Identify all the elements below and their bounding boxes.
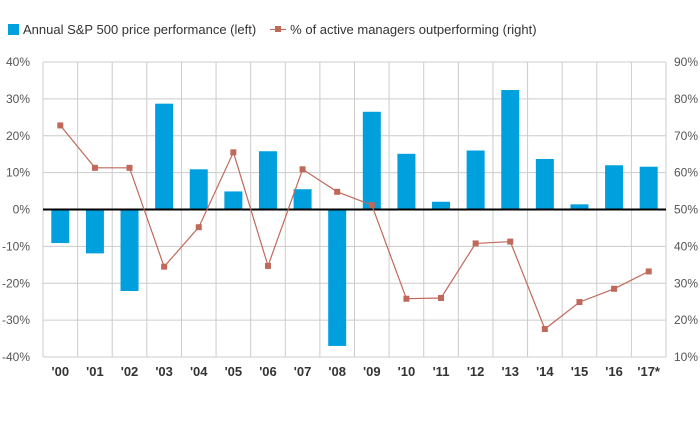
line-point xyxy=(438,295,445,301)
legend-label-sp500: Annual S&P 500 price performance (left) xyxy=(23,22,257,37)
category-label: '14 xyxy=(536,364,554,379)
right-axis-tick-label: 40% xyxy=(674,239,698,253)
bar xyxy=(362,111,381,210)
category-label: '16 xyxy=(605,364,623,379)
category-label: '04 xyxy=(190,364,208,379)
bar xyxy=(501,90,520,210)
left-axis-tick-label: -40% xyxy=(2,350,30,364)
bar xyxy=(51,209,70,244)
category-label: '05 xyxy=(225,364,243,379)
bar xyxy=(189,169,208,210)
line-point xyxy=(334,188,341,195)
category-label: '17* xyxy=(637,364,661,379)
left-axis-tick-label: 0% xyxy=(13,203,31,217)
line-point xyxy=(91,164,98,171)
line-point xyxy=(264,262,271,269)
category-label: '01 xyxy=(86,364,104,379)
bar xyxy=(535,158,554,210)
legend-item-sp500: Annual S&P 500 price performance (left) xyxy=(8,22,256,37)
line-point xyxy=(403,295,410,302)
category-label: '06 xyxy=(259,364,277,379)
right-axis-tick-label: 50% xyxy=(674,203,698,217)
bar xyxy=(432,201,451,210)
right-axis-tick-label: 60% xyxy=(674,166,698,180)
left-axis-tick-label: -30% xyxy=(2,313,30,327)
right-axis-tick-label: 30% xyxy=(674,276,698,290)
right-axis-tick-label: 80% xyxy=(674,92,698,106)
line-swatch-icon xyxy=(270,24,287,35)
category-label: '03 xyxy=(155,364,173,379)
right-axis-tick-label: 90% xyxy=(674,55,698,69)
category-label: '10 xyxy=(398,364,416,379)
bar xyxy=(639,166,658,210)
left-axis-tick-label: -20% xyxy=(2,276,30,290)
bar xyxy=(570,204,589,210)
bar xyxy=(258,151,277,210)
category-label: '07 xyxy=(294,364,312,379)
category-label: '13 xyxy=(501,364,519,379)
bar xyxy=(328,209,347,346)
bar xyxy=(605,165,624,210)
series-line xyxy=(59,125,649,330)
right-axis-tick-label: 20% xyxy=(674,313,698,327)
right-axis-tick-label: 10% xyxy=(674,350,698,364)
line-point xyxy=(161,263,168,270)
bar xyxy=(120,209,139,291)
bar xyxy=(397,153,416,210)
line-point xyxy=(507,238,514,245)
line-point xyxy=(472,240,479,247)
bar xyxy=(224,191,243,210)
line-point xyxy=(368,202,375,209)
line-point xyxy=(126,164,133,171)
bar xyxy=(293,189,312,210)
category-label: '12 xyxy=(467,364,485,379)
line-point xyxy=(195,224,202,231)
category-label: '08 xyxy=(328,364,346,379)
legend-label-managers: % of active managers outperforming (righ… xyxy=(290,22,537,37)
left-axis-tick-label: 40% xyxy=(6,55,30,69)
category-label: '00 xyxy=(52,364,70,379)
category-label: '02 xyxy=(121,364,139,379)
chart-legend: Annual S&P 500 price performance (left) … xyxy=(8,22,551,37)
category-label: '11 xyxy=(433,364,450,379)
line-point xyxy=(541,325,548,332)
left-axis-tick-label: -10% xyxy=(2,239,30,253)
line-point xyxy=(611,285,618,292)
legend-item-managers: % of active managers outperforming (righ… xyxy=(270,22,537,37)
bar xyxy=(466,150,485,210)
line-point xyxy=(576,299,583,306)
left-axis-tick-label: 10% xyxy=(6,166,30,180)
left-axis-tick-label: 20% xyxy=(6,129,30,143)
line-point xyxy=(645,268,652,275)
bar xyxy=(155,103,174,210)
category-label: '15 xyxy=(571,364,589,379)
right-axis-tick-label: 70% xyxy=(674,129,698,143)
line-point xyxy=(299,166,306,173)
left-axis-tick-label: 30% xyxy=(6,92,30,106)
line-point xyxy=(230,149,237,156)
bar xyxy=(85,209,104,254)
category-label: '09 xyxy=(363,364,381,379)
bar-swatch-icon xyxy=(8,24,19,35)
line-point xyxy=(57,122,64,129)
